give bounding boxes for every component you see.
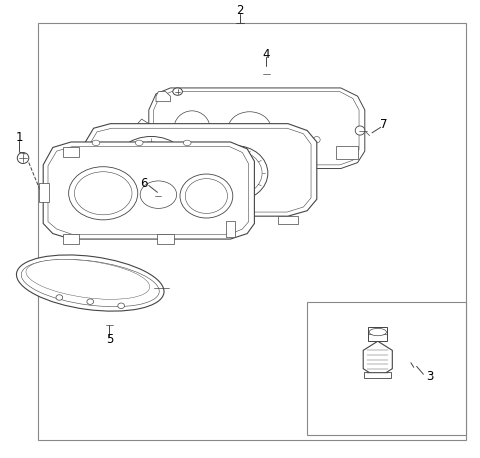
Text: 7: 7 — [380, 118, 388, 131]
Ellipse shape — [87, 299, 94, 305]
Text: 6: 6 — [140, 177, 148, 190]
Text: 2: 2 — [236, 4, 244, 17]
Ellipse shape — [21, 259, 159, 307]
Ellipse shape — [369, 328, 386, 336]
Polygon shape — [221, 216, 240, 224]
Text: 5: 5 — [106, 333, 113, 346]
Polygon shape — [156, 92, 170, 102]
Ellipse shape — [208, 151, 262, 196]
Bar — [39, 183, 49, 202]
Polygon shape — [84, 124, 317, 216]
Ellipse shape — [258, 134, 265, 141]
Ellipse shape — [16, 255, 164, 311]
Polygon shape — [278, 216, 298, 224]
Polygon shape — [363, 341, 392, 378]
Bar — [226, 221, 235, 237]
Polygon shape — [137, 119, 149, 138]
Ellipse shape — [185, 176, 190, 181]
Bar — [157, 234, 174, 244]
Bar — [336, 146, 358, 159]
Ellipse shape — [183, 140, 191, 146]
Ellipse shape — [185, 179, 228, 213]
Ellipse shape — [118, 303, 124, 309]
Polygon shape — [48, 147, 249, 234]
Ellipse shape — [56, 295, 63, 300]
Ellipse shape — [355, 126, 365, 135]
Polygon shape — [43, 142, 254, 239]
Ellipse shape — [112, 136, 191, 202]
Polygon shape — [89, 128, 311, 212]
Ellipse shape — [222, 153, 229, 159]
Ellipse shape — [146, 165, 156, 174]
Ellipse shape — [203, 146, 268, 201]
Ellipse shape — [74, 172, 132, 215]
Polygon shape — [158, 216, 178, 224]
Ellipse shape — [173, 88, 182, 95]
Bar — [38, 23, 466, 440]
Ellipse shape — [135, 140, 143, 146]
Ellipse shape — [217, 136, 224, 143]
Text: 4: 4 — [263, 48, 270, 60]
Ellipse shape — [174, 111, 210, 147]
Bar — [79, 160, 88, 183]
Ellipse shape — [118, 142, 185, 197]
Ellipse shape — [275, 143, 282, 150]
Ellipse shape — [140, 181, 177, 208]
Ellipse shape — [17, 153, 29, 164]
Ellipse shape — [232, 153, 239, 159]
Ellipse shape — [304, 146, 311, 152]
Ellipse shape — [228, 112, 271, 147]
Text: 1: 1 — [15, 131, 23, 144]
Ellipse shape — [285, 136, 291, 143]
Ellipse shape — [313, 136, 320, 143]
Polygon shape — [149, 88, 365, 169]
Bar — [62, 234, 79, 244]
Ellipse shape — [185, 182, 190, 186]
Polygon shape — [101, 216, 120, 224]
Ellipse shape — [92, 140, 100, 146]
Ellipse shape — [26, 259, 150, 300]
Polygon shape — [154, 92, 359, 165]
Bar — [62, 147, 79, 157]
Bar — [307, 302, 466, 435]
Ellipse shape — [192, 182, 197, 186]
Ellipse shape — [294, 153, 301, 159]
Ellipse shape — [180, 164, 204, 184]
Bar — [364, 372, 391, 378]
Text: 3: 3 — [426, 370, 433, 383]
Ellipse shape — [231, 169, 239, 177]
Ellipse shape — [180, 174, 233, 218]
Bar — [368, 327, 387, 341]
Ellipse shape — [192, 176, 197, 181]
Ellipse shape — [69, 167, 138, 220]
